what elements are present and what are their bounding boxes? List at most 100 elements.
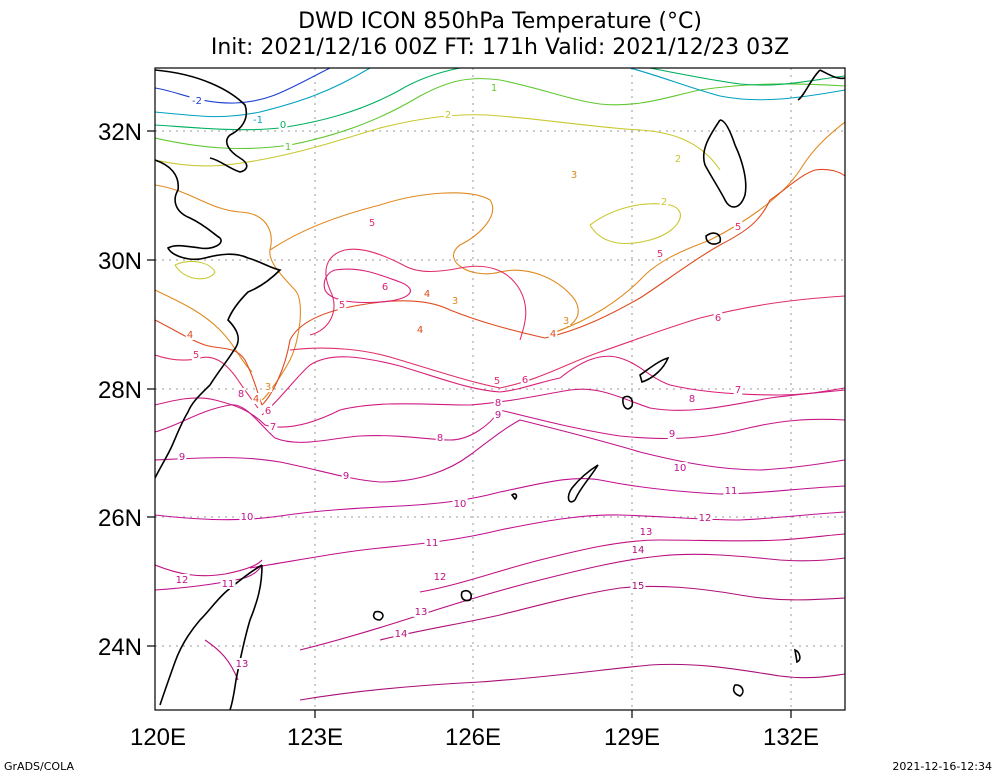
contour-label-bg: [263, 405, 273, 416]
contour-label: 3: [571, 170, 577, 181]
contour-label: 9: [343, 471, 349, 482]
contour-label: 8: [689, 394, 695, 405]
contour-label: 10: [674, 463, 687, 474]
coastlines: [155, 69, 845, 710]
contour-label-bg: [697, 512, 713, 523]
small-island: [705, 232, 722, 245]
contour-label-bg: [723, 485, 739, 496]
contour-line: [155, 78, 845, 150]
contour-line: [249, 511, 845, 569]
axis-ticks: [147, 130, 792, 718]
contour-label-bg: [380, 281, 390, 292]
map-title: DWD ICON 850hPa Temperature (°C): [298, 9, 702, 34]
lon-label: 120E: [130, 724, 186, 751]
contour-label-bg: [278, 119, 288, 130]
contour-label: 11: [222, 579, 235, 590]
contour-label-bg: [687, 393, 697, 404]
contour-line: [261, 199, 771, 406]
contour-label-bg: [713, 312, 723, 323]
contour-label-bg: [220, 578, 236, 589]
contour-label-bg: [174, 574, 190, 585]
contour-line: [769, 168, 845, 201]
okinawa-island: [567, 464, 599, 503]
contour-label: 1: [285, 142, 291, 153]
small-island: [793, 648, 801, 664]
contour-label: 7: [270, 422, 276, 433]
contour-label: 11: [426, 538, 439, 549]
contour-line: [309, 248, 527, 341]
kyushu-coast: [702, 119, 747, 208]
contour-line: [155, 289, 253, 373]
contour-label-bg: [493, 409, 503, 420]
contour-line: [299, 553, 845, 651]
contour-label-bg: [493, 397, 503, 408]
contour-label-bg: [630, 544, 646, 555]
contour-label-bg: [659, 196, 669, 207]
contour-label-bg: [638, 526, 654, 537]
contour-label: 15: [632, 581, 645, 592]
software-credit: GrADS/COLA: [4, 760, 74, 773]
contour-line: [155, 478, 845, 521]
contour-label: 5: [339, 300, 345, 311]
contour-label: 0: [280, 120, 286, 131]
contour-label: 12: [176, 575, 189, 586]
contour-line: [155, 319, 263, 406]
contour-label: 6: [715, 313, 721, 324]
contour-label-bg: [250, 114, 266, 125]
taiwan-coast: [159, 564, 263, 710]
contour-label-bg: [189, 95, 205, 106]
contour-label: 7: [735, 385, 741, 396]
contour-label: 13: [415, 607, 428, 618]
contour-label-bg: [733, 384, 743, 395]
contour-label: 14: [395, 629, 408, 640]
contour-label: 14: [632, 545, 645, 556]
contour-label: 2: [675, 154, 681, 165]
contour-line: [155, 559, 263, 577]
contour-line: [155, 68, 331, 104]
contour-line: [155, 184, 301, 401]
contour-label: 4: [187, 330, 193, 341]
contour-label: 9: [179, 452, 185, 463]
contour-label: 6: [382, 282, 388, 293]
contour-line: [204, 639, 239, 681]
contour-label-bg: [452, 498, 468, 509]
contour-label-bg: [415, 324, 425, 335]
contour-label-bg: [520, 374, 530, 385]
contour-label: 5: [735, 222, 741, 233]
contour-label-bg: [672, 462, 688, 473]
map-subtitle: Init: 2021/12/16 00Z FT: 171h Valid: 202…: [210, 35, 790, 60]
lon-label: 129E: [604, 724, 660, 751]
contour-label: 3: [265, 382, 271, 393]
contour-label: 5: [193, 350, 199, 361]
contour-label: 4: [253, 394, 259, 405]
contour-label: 5: [657, 249, 663, 260]
korea-coast: [155, 69, 248, 173]
contour-label-bg: [185, 329, 195, 340]
contour-label: 13: [236, 659, 249, 670]
contour-line: [649, 68, 845, 86]
contour-label: 8: [495, 398, 501, 409]
contour-label: 4: [424, 289, 430, 300]
contour-label-bg: [489, 82, 499, 93]
lat-label: 24N: [98, 634, 142, 661]
contour-line: [174, 260, 216, 280]
contour-label-bg: [450, 295, 460, 306]
contour-line: [323, 268, 411, 304]
contour-label-bg: [548, 328, 558, 339]
small-island: [622, 395, 634, 410]
contour-label-bg: [655, 248, 665, 259]
contour-label-bg: [443, 109, 453, 120]
contour-label-bg: [337, 299, 347, 310]
contour-label: 12: [434, 572, 447, 583]
small-island: [510, 493, 518, 501]
contour-label-bg: [177, 451, 187, 462]
contour-line: [261, 355, 845, 416]
contour-label: 9: [495, 410, 501, 421]
small-island: [732, 684, 744, 697]
japan-coast: [797, 69, 845, 101]
contour-label-bg: [251, 393, 261, 404]
contour-label-bg: [630, 580, 646, 591]
contour-label: 5: [369, 218, 375, 229]
contour-label: 6: [265, 406, 271, 417]
